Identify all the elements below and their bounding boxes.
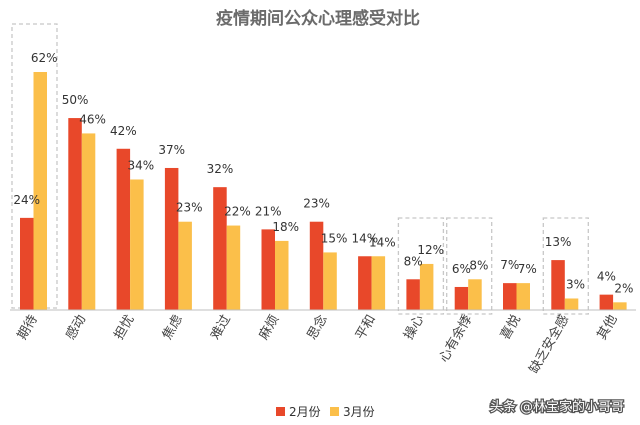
bar-mar-7: [371, 256, 386, 310]
legend-label-feb: 2月份: [289, 405, 321, 419]
category-label-5: 麻烦: [256, 313, 282, 343]
value-label-feb-7: 14%: [352, 231, 379, 245]
bar-feb-11: [551, 260, 565, 310]
value-label-feb-1: 50%: [62, 93, 89, 107]
highlight-box-11: [542, 217, 589, 315]
bar-feb-4: [213, 187, 227, 310]
bar-mar-2: [130, 179, 144, 310]
value-label-mar-5: 18%: [272, 220, 299, 234]
bar-feb-7: [358, 256, 372, 310]
category-label-8: 操心: [400, 312, 427, 343]
legend-label-mar: 3月份: [343, 405, 375, 419]
highlight-box-8: [397, 217, 445, 315]
chart-title: 疫情期间公众心理感受对比: [216, 8, 420, 29]
bars: [20, 72, 627, 310]
category-label-10: 喜悦: [498, 313, 524, 343]
bar-feb-9: [454, 286, 469, 310]
bar-feb-0: [20, 217, 34, 310]
value-label-mar-7: 14%: [369, 235, 396, 249]
category-labels: 期待 感动 担忧 焦虑 难过 麻烦 思念 平和 操心 心有余悸 喜悦 缺乏安全感 其他: [15, 312, 621, 376]
value-label-mar-6: 15%: [321, 231, 348, 245]
value-label-mar-11: 3%: [566, 277, 585, 291]
bar-feb-8: [406, 279, 420, 310]
value-label-feb-11: 13%: [545, 235, 572, 249]
value-label-feb-4: 32%: [207, 162, 234, 176]
value-label-mar-2: 34%: [128, 158, 155, 172]
category-label-6: 思念: [304, 312, 331, 343]
bar-mar-1: [81, 133, 96, 310]
category-label-7: 平和: [353, 313, 379, 343]
bar-feb-2: [116, 148, 131, 310]
category-label-12: 其他: [595, 313, 621, 343]
value-label-feb-8: 8%: [404, 254, 423, 268]
bar-mar-10: [516, 283, 530, 310]
bar-mar-12: [613, 302, 627, 310]
value-label-feb-12: 4%: [597, 270, 616, 284]
bar-feb-6: [309, 221, 324, 310]
value-label-feb-6: 23%: [303, 197, 330, 211]
bar-feb-3: [164, 167, 179, 310]
value-label-mar-9: 8%: [469, 258, 488, 272]
value-label-mar-12: 2%: [614, 281, 633, 295]
value-label-feb-9: 6%: [452, 262, 471, 276]
value-label-feb-0: 24%: [13, 193, 40, 207]
value-labels: 24% 62% 50% 46% 42% 34%37% 23% 32% 22% 21% 18% 23% 1…: [13, 51, 633, 295]
category-label-3: 焦虑: [160, 313, 186, 343]
bar-feb-12: [599, 294, 614, 310]
value-label-mar-8: 12%: [417, 243, 444, 257]
category-label-1: 感动: [62, 312, 89, 343]
bar-mar-11: [564, 298, 579, 310]
bar-feb-10: [503, 283, 517, 310]
bar-mar-6: [323, 252, 337, 310]
value-label-mar-3: 23%: [176, 201, 203, 215]
bar-mar-9: [468, 279, 482, 310]
value-label-mar-10: 7%: [518, 262, 537, 276]
bar-mar-0: [33, 72, 47, 310]
watermark-text: 头条 @林宝家的小哥哥: [490, 399, 624, 415]
legend: 2月份 3月份: [276, 405, 375, 419]
value-label-mar-0: 62%: [31, 51, 58, 65]
value-label-mar-4: 22%: [224, 205, 251, 219]
bar-mar-3: [178, 221, 192, 310]
category-label-9: 心有余悸: [436, 312, 476, 365]
bar-feb-5: [261, 229, 275, 310]
legend-swatch-feb: [276, 407, 285, 416]
category-label-0: 期待: [15, 313, 41, 343]
value-label-mar-1: 46%: [79, 112, 106, 126]
bar-mar-4: [226, 225, 241, 310]
value-label-feb-3: 37%: [158, 143, 185, 157]
value-label-feb-2: 42%: [110, 124, 137, 138]
category-label-11: 缺乏安全感: [526, 312, 572, 376]
bar-mar-5: [275, 240, 289, 310]
bar-mar-8: [419, 263, 434, 310]
value-label-feb-10: 7%: [500, 258, 519, 272]
legend-swatch-mar: [330, 407, 339, 416]
bar-feb-1: [68, 118, 82, 310]
highlight-box-9: [446, 217, 493, 315]
category-label-2: 担忧: [112, 313, 138, 343]
watermark: 头条 @林宝家的小哥哥: [489, 398, 626, 417]
category-label-4: 难过: [208, 313, 234, 343]
value-label-feb-5: 21%: [255, 204, 282, 218]
